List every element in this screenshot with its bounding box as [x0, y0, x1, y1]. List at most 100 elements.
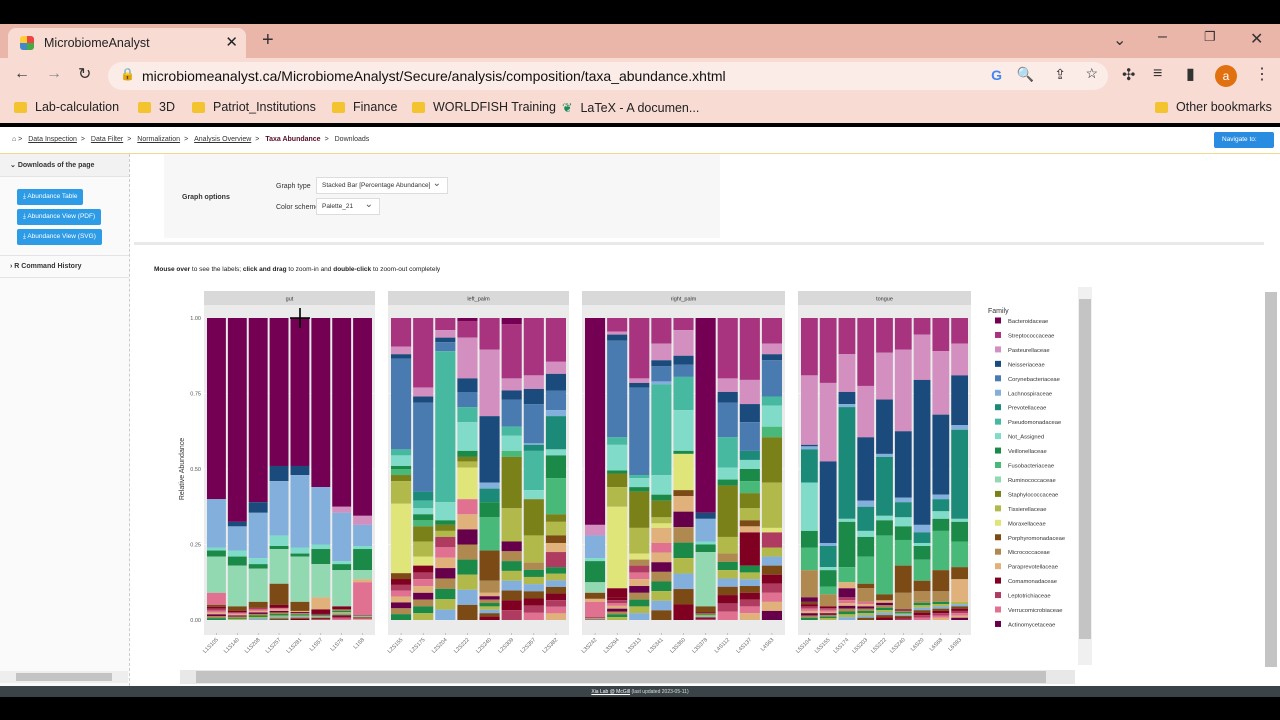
bookmark-item[interactable]: WORLDFISH Training [412, 100, 556, 114]
bar-segment [227, 613, 247, 615]
minimize-icon[interactable]: – [1158, 28, 1167, 45]
bookmark-item[interactable]: Finance [332, 100, 397, 114]
bar-segment [607, 437, 628, 445]
bar-segment [269, 615, 289, 617]
menu-icon[interactable]: ⋮ [1254, 66, 1270, 83]
bar-segment [761, 556, 782, 566]
other-bookmarks[interactable]: Other bookmarks [1155, 100, 1272, 114]
stacked-bar-chart[interactable]: Relative Abundance 0.00 0.25 0.50 0.75 1.00 gu… [150, 285, 1092, 665]
bar-segment [857, 536, 875, 557]
abundance-plot[interactable]: Relative Abundance 0.00 0.25 0.50 0.75 1.00 gu… [150, 285, 1092, 665]
bar-segment [269, 535, 289, 547]
bookmark-star-icon[interactable]: ☆ [1085, 65, 1098, 81]
breadcrumb-link[interactable]: Data Inspection [28, 136, 77, 143]
tab-search-icon[interactable]: ⌄ [1113, 32, 1127, 49]
bar-segment [457, 378, 478, 392]
back-icon[interactable]: ← [14, 65, 30, 82]
bar-segment [932, 613, 950, 616]
tab-microbiomeanalyst[interactable]: MicrobiomeAnalyst ✕ [8, 28, 246, 58]
home-icon[interactable]: ⌂ [12, 136, 17, 143]
close-tab-icon[interactable]: ✕ [225, 34, 238, 51]
close-window-icon[interactable]: ✕ [1250, 31, 1264, 48]
navigate-button[interactable]: Navigate to: [1214, 132, 1274, 148]
bar-segment [838, 608, 856, 612]
bar-segment [248, 564, 268, 569]
bar-segment [391, 481, 412, 504]
page-scrollbar[interactable] [1265, 292, 1277, 667]
bar-segment [332, 564, 352, 571]
bookmark-item[interactable]: Lab-calculation [14, 100, 119, 114]
bar-segment [913, 602, 931, 606]
bar-segment [951, 343, 968, 376]
y-tick-label: 1.00 [190, 316, 201, 322]
bar-segment [894, 431, 912, 498]
bar-segment [391, 455, 412, 466]
bookmark-item[interactable]: 3D [138, 100, 175, 114]
profile-avatar[interactable]: a [1215, 65, 1237, 87]
downloads-header[interactable]: ⌄ Downloads of the page [0, 154, 129, 177]
bar-segment [457, 604, 478, 620]
reload-icon[interactable]: ↻ [78, 66, 92, 83]
bar-segment [695, 618, 716, 620]
zoom-icon[interactable]: 🔍 [1016, 66, 1034, 82]
bar-segment [269, 546, 289, 550]
bar-segment [353, 546, 372, 550]
legend-item: Veillonellaceae [1008, 449, 1047, 455]
bookmark-item[interactable]: Patriot_Institutions [192, 100, 316, 114]
x-tick-label: L4S137 [736, 637, 754, 655]
x-tick-label: L3S294 [603, 637, 621, 655]
bar-segment [673, 450, 694, 454]
plot-vertical-scrollbar[interactable] [1078, 287, 1092, 665]
bar-segment [269, 549, 289, 584]
breadcrumb-link[interactable]: Normalization [137, 136, 181, 143]
bar-segment [932, 606, 950, 609]
bar-segment [435, 609, 456, 620]
url-text: microbiomeanalyst.ca/MicrobiomeAnalyst/S… [142, 68, 726, 84]
address-bar[interactable]: 🔒 microbiomeanalyst.ca/MicrobiomeAnalyst… [108, 62, 1108, 90]
bar-segment [435, 520, 456, 525]
bar-segment [651, 562, 672, 572]
color-scheme-select[interactable]: Palette_21 [316, 198, 380, 215]
forward-icon[interactable]: → [46, 65, 62, 82]
new-tab-icon[interactable]: + [262, 29, 274, 51]
bar-segment [932, 610, 950, 614]
extensions-icon[interactable]: ✣ [1122, 67, 1136, 84]
bar-segment [353, 617, 372, 618]
bar-segment [523, 490, 544, 500]
r-command-history[interactable]: › R Command History [0, 256, 129, 278]
bar-segment [545, 514, 566, 522]
google-icon[interactable]: G [991, 67, 1002, 83]
bar-segment [290, 547, 310, 554]
side-panel-icon[interactable]: ▮ [1186, 66, 1195, 83]
breadcrumb-link[interactable]: Data Filter [90, 136, 124, 143]
abundance-table-button[interactable]: ⤓ Abundance Table [17, 189, 84, 205]
plot-horizontal-scrollbar[interactable] [180, 670, 1075, 684]
bar-segment [545, 373, 566, 391]
bar-segment [761, 405, 782, 427]
abundance-svg-button[interactable]: ⤓ Abundance View (SVG) [17, 229, 102, 245]
sidebar-horizontal-scrollbar[interactable] [0, 671, 128, 683]
bar-segment [739, 532, 760, 566]
bar-L3S294 [607, 318, 628, 620]
bar-segment [248, 610, 268, 613]
legend-item: Staphylococcaceae [1008, 492, 1058, 498]
bar-segment [545, 416, 566, 450]
restore-icon[interactable]: ❐ [1204, 29, 1216, 44]
abundance-pdf-button[interactable]: ⤓ Abundance View (PDF) [17, 209, 102, 225]
breadcrumb-downloads[interactable]: Downloads [334, 136, 370, 143]
legend-item: Neisseriaceae [1008, 362, 1045, 368]
breadcrumb-link[interactable]: Analysis Overview [194, 136, 252, 143]
bar-L3S242 [585, 318, 606, 620]
bar-segment [876, 602, 893, 606]
bar-segment [311, 613, 331, 615]
xia-lab-link[interactable]: Xia Lab @ McGill [591, 689, 631, 695]
bar-segment [290, 615, 310, 617]
facet-label: right_palm [671, 297, 697, 303]
graph-type-select[interactable]: Stacked Bar [Percentage Abundance] [316, 177, 448, 194]
media-icon[interactable]: ≡ [1153, 65, 1163, 82]
bar-segment [391, 346, 412, 355]
bookmark-item[interactable]: ❦ LaTeX - A documen... [562, 100, 700, 116]
bar-segment [545, 410, 566, 417]
bar-segment [391, 465, 412, 469]
share-icon[interactable]: ⇪ [1054, 66, 1066, 82]
